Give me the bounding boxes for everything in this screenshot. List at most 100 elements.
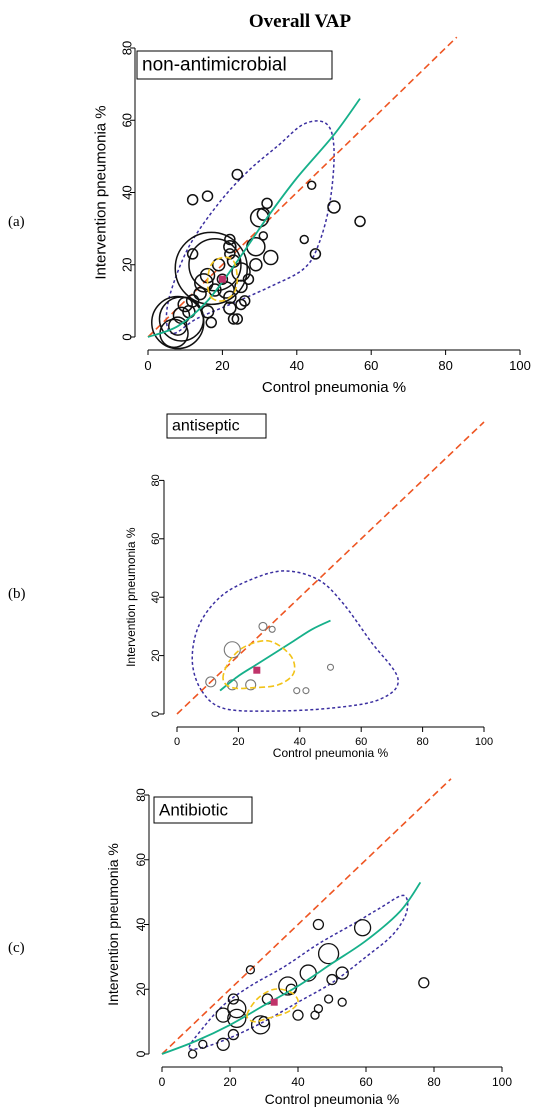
panel-a: (a) 0 20 40 60 80 100 0 20 40 60 80 Control pneumoni… — [8, 36, 531, 396]
data-point — [292, 1009, 304, 1021]
y-tick-label: 60 — [150, 533, 162, 545]
data-point — [205, 676, 217, 688]
data-point — [418, 977, 430, 989]
panel-label-box — [153, 796, 253, 824]
data-point — [258, 621, 268, 631]
panel-tag: (c) — [8, 940, 25, 956]
panel-label-box — [166, 413, 267, 439]
outer-confidence-ellipse — [188, 894, 409, 1051]
x-tick-label: 40 — [291, 1075, 305, 1089]
data-point — [354, 215, 366, 228]
panel-label-box — [136, 50, 333, 80]
data-point — [227, 313, 240, 325]
data-point — [185, 294, 200, 308]
x-tick-label: 0 — [144, 358, 151, 373]
x-tick-label: 0 — [174, 736, 180, 748]
data-point — [234, 279, 248, 294]
data-point — [317, 942, 340, 965]
summary-point-marker — [253, 666, 261, 674]
data-point — [205, 316, 217, 329]
data-point — [238, 295, 251, 307]
y-tick-label: 80 — [150, 474, 162, 486]
figure-title: Overall VAP — [249, 11, 352, 32]
y-tick-label: 40 — [134, 918, 148, 932]
x-tick-label: 20 — [215, 358, 229, 373]
data-point — [200, 304, 215, 319]
data-point — [263, 249, 279, 266]
data-point — [223, 641, 241, 659]
data-point — [223, 301, 237, 315]
panel-label-text: antiseptic — [172, 418, 240, 435]
x-tick-label: 100 — [475, 736, 493, 748]
outer-confidence-ellipse — [165, 120, 335, 335]
equality-diagonal-line — [161, 778, 452, 1055]
x-tick-label: 0 — [159, 1075, 166, 1089]
data-point — [193, 286, 207, 301]
data-point — [249, 258, 263, 272]
y-tick-label: 80 — [120, 41, 135, 55]
x-axis-label: Control pneumonia % — [273, 746, 389, 760]
data-point — [258, 231, 269, 241]
data-point — [337, 997, 347, 1007]
data-point — [309, 248, 322, 260]
data-point — [261, 197, 273, 210]
x-tick-label: 100 — [492, 1075, 512, 1089]
fitted-regression-line — [161, 881, 422, 1055]
y-tick-label: 0 — [150, 711, 162, 717]
data-point — [227, 993, 240, 1005]
y-axis-label: Intervention pneumonia % — [105, 843, 121, 1006]
data-point — [223, 290, 237, 305]
data-point — [198, 1039, 208, 1049]
data-point — [306, 180, 317, 191]
data-point — [224, 233, 236, 246]
data-point — [174, 231, 248, 306]
x-tick-label: 40 — [290, 358, 304, 373]
data-point — [194, 273, 214, 293]
x-tick-label: 20 — [223, 1075, 237, 1089]
fitted-regression-line — [219, 619, 331, 692]
data-point — [327, 200, 341, 214]
panel-c: (c) 0 20 40 60 80 100 0 20 40 60 80 Control pneumoni… — [8, 778, 512, 1107]
x-axis-label: Control pneumonia % — [262, 379, 406, 396]
data-point — [293, 687, 301, 695]
x-axis-label: Control pneumonia % — [265, 1091, 400, 1107]
panel-label-text: non-antimicrobial — [142, 55, 287, 76]
y-axis-label: Intervention pneumonia % — [93, 105, 110, 279]
x-tick-label: 60 — [364, 358, 378, 373]
x-tick-label: 60 — [359, 1075, 373, 1089]
x-tick-label: 100 — [509, 358, 531, 373]
x-tick-label: 80 — [438, 358, 452, 373]
outer-confidence-ellipse — [191, 570, 399, 712]
y-tick-label: 0 — [134, 1050, 148, 1057]
data-point — [245, 965, 256, 975]
x-tick-label: 60 — [355, 736, 367, 748]
data-point — [227, 1008, 247, 1029]
y-tick-label: 20 — [120, 258, 135, 272]
data-point — [227, 999, 247, 1019]
y-tick-label: 80 — [134, 788, 148, 802]
panel-tag: (a) — [8, 214, 25, 230]
data-point — [231, 313, 244, 325]
data-point — [326, 973, 338, 986]
panel-label-text: Antibiotic — [159, 801, 228, 820]
fitted-regression-line — [147, 98, 361, 338]
y-tick-label: 60 — [120, 113, 135, 127]
data-point — [312, 918, 325, 931]
data-point — [326, 663, 335, 671]
y-tick-label: 40 — [120, 185, 135, 199]
y-tick-label: 0 — [120, 333, 135, 340]
x-tick-label: 80 — [427, 1075, 441, 1089]
data-point — [187, 1049, 198, 1059]
panel-b: (b) 0 20 40 60 80 100 0 20 40 60 80 Control pneumoni… — [8, 413, 493, 760]
x-tick-label: 40 — [294, 736, 306, 748]
data-point — [245, 679, 257, 691]
y-tick-label: 60 — [134, 853, 148, 867]
data-point — [299, 234, 309, 245]
y-tick-label: 40 — [150, 591, 162, 603]
data-point — [268, 625, 276, 633]
data-point — [177, 296, 193, 313]
data-point — [227, 1028, 240, 1041]
data-point — [235, 298, 247, 311]
data-point — [250, 1015, 271, 1035]
